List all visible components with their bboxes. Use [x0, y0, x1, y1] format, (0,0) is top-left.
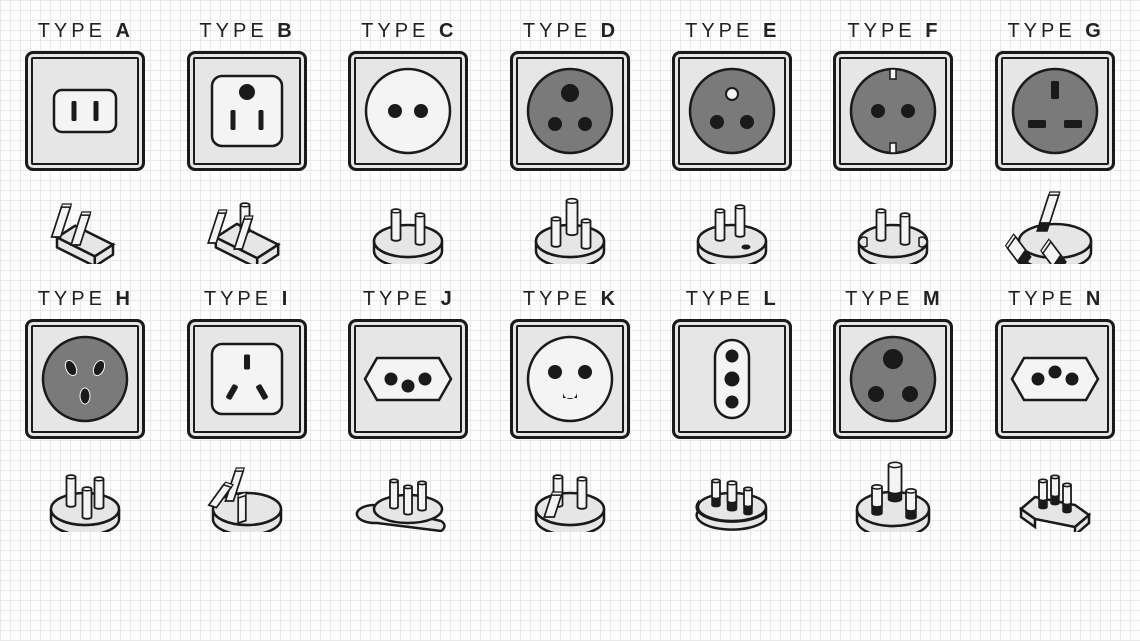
plug-type-cell-m: TYPE M	[827, 288, 961, 546]
plug-type-cell-b: TYPE B	[180, 20, 314, 278]
plug-type-cell-j: TYPE J	[341, 288, 475, 546]
type-label: TYPE G	[1007, 20, 1102, 43]
label-prefix: TYPE	[845, 288, 913, 310]
label-prefix: TYPE	[38, 288, 106, 310]
label-prefix: TYPE	[363, 288, 431, 310]
label-prefix: TYPE	[523, 20, 591, 42]
label-prefix: TYPE	[686, 288, 754, 310]
label-letter: M	[923, 288, 942, 310]
socket-icon	[348, 51, 468, 171]
type-label: TYPE K	[523, 288, 617, 311]
plug-icon	[990, 179, 1120, 264]
label-letter: B	[277, 20, 293, 42]
socket-icon	[510, 319, 630, 439]
type-label: TYPE F	[847, 20, 939, 43]
socket-icon	[833, 51, 953, 171]
label-letter: L	[764, 288, 778, 310]
socket-icon	[25, 319, 145, 439]
socket-icon	[672, 51, 792, 171]
label-letter: A	[116, 20, 132, 42]
socket-icon	[672, 319, 792, 439]
socket-icon	[348, 319, 468, 439]
label-prefix: TYPE	[361, 20, 429, 42]
socket-icon	[187, 51, 307, 171]
plug-icon	[343, 179, 473, 264]
type-label: TYPE E	[685, 20, 778, 43]
label-letter: J	[441, 288, 454, 310]
socket-icon	[25, 51, 145, 171]
plug-type-cell-a: TYPE A	[18, 20, 152, 278]
label-prefix: TYPE	[847, 20, 915, 42]
plug-type-cell-d: TYPE D	[503, 20, 637, 278]
plug-icon	[343, 447, 473, 532]
label-prefix: TYPE	[523, 288, 591, 310]
plug-icon	[182, 179, 312, 264]
type-label: TYPE C	[361, 20, 455, 43]
plug-type-cell-l: TYPE L	[665, 288, 799, 546]
label-letter: K	[601, 288, 617, 310]
plug-icon	[505, 447, 635, 532]
socket-icon	[510, 51, 630, 171]
type-label: TYPE L	[686, 288, 778, 311]
label-prefix: TYPE	[38, 20, 106, 42]
type-label: TYPE H	[38, 288, 132, 311]
label-letter: C	[439, 20, 455, 42]
type-label: TYPE I	[204, 288, 289, 311]
label-letter: H	[116, 288, 132, 310]
label-letter: F	[925, 20, 939, 42]
type-label: TYPE A	[38, 20, 132, 43]
plug-type-grid: TYPE A TYPE B TYPE C TYPE D TYPE E	[18, 20, 1122, 546]
label-letter: G	[1085, 20, 1103, 42]
label-prefix: TYPE	[1008, 288, 1076, 310]
plug-icon	[990, 447, 1120, 532]
type-label: TYPE D	[523, 20, 617, 43]
plug-type-cell-n: TYPE N	[988, 288, 1122, 546]
type-label: TYPE N	[1008, 288, 1102, 311]
plug-type-cell-k: TYPE K	[503, 288, 637, 546]
label-prefix: TYPE	[685, 20, 753, 42]
plug-type-cell-h: TYPE H	[18, 288, 152, 546]
label-prefix: TYPE	[1007, 20, 1075, 42]
plug-type-cell-c: TYPE C	[341, 20, 475, 278]
socket-icon	[995, 51, 1115, 171]
plug-type-cell-g: TYPE G	[988, 20, 1122, 278]
label-letter: D	[601, 20, 617, 42]
socket-icon	[995, 319, 1115, 439]
plug-icon	[667, 447, 797, 532]
socket-icon	[833, 319, 953, 439]
plug-icon	[828, 179, 958, 264]
plug-icon	[505, 179, 635, 264]
plug-icon	[667, 179, 797, 264]
label-letter: I	[282, 288, 290, 310]
plug-icon	[828, 447, 958, 532]
type-label: TYPE J	[363, 288, 454, 311]
label-letter: E	[763, 20, 778, 42]
plug-icon	[20, 447, 150, 532]
plug-type-cell-e: TYPE E	[665, 20, 799, 278]
label-letter: N	[1086, 288, 1102, 310]
label-prefix: TYPE	[199, 20, 267, 42]
plug-type-cell-i: TYPE I	[180, 288, 314, 546]
plug-icon	[182, 447, 312, 532]
socket-icon	[187, 319, 307, 439]
label-prefix: TYPE	[204, 288, 272, 310]
plug-icon	[20, 179, 150, 264]
type-label: TYPE B	[199, 20, 293, 43]
type-label: TYPE M	[845, 288, 941, 311]
plug-type-cell-f: TYPE F	[827, 20, 961, 278]
